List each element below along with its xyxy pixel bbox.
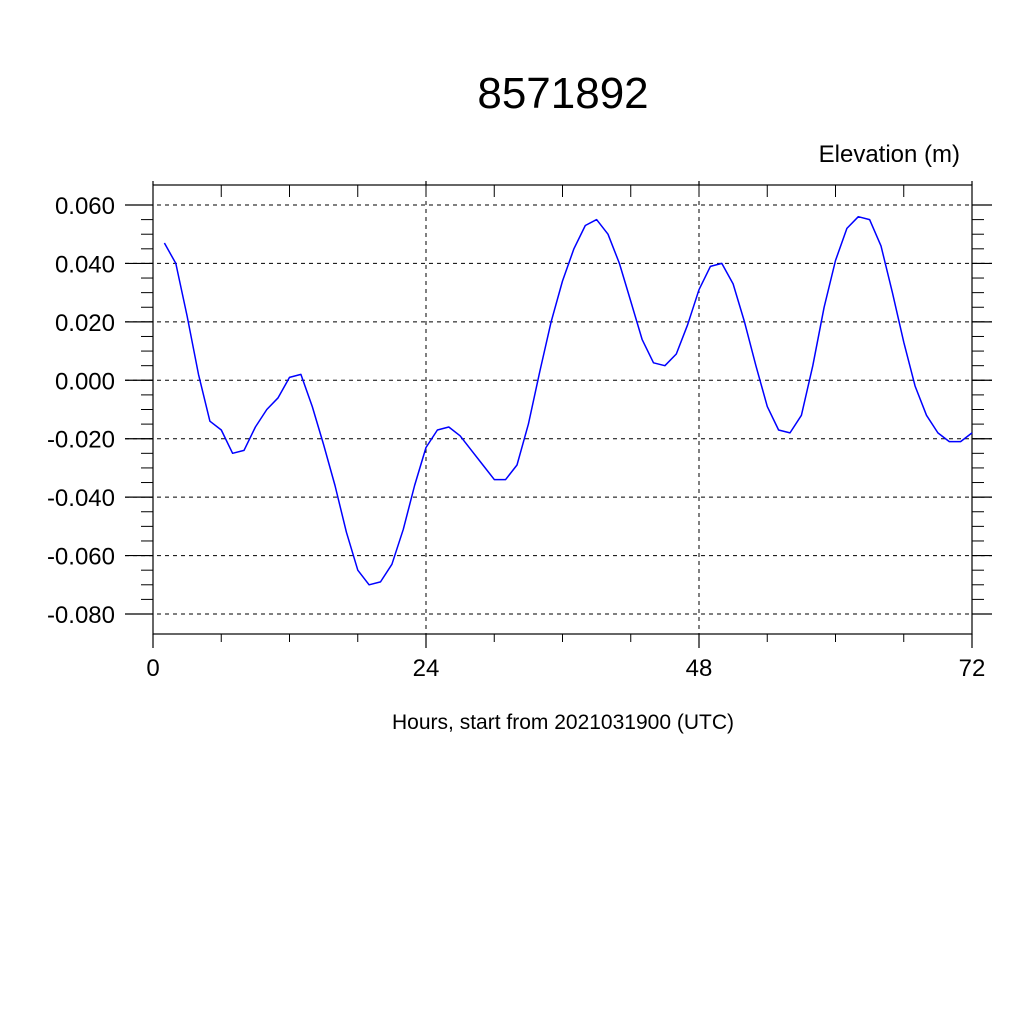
tick-marks xyxy=(125,181,992,648)
y-tick-label: 0.020 xyxy=(55,310,115,337)
elevation-series-line xyxy=(163,215,973,586)
plot-frame xyxy=(152,184,973,635)
y-tick-label: 0.060 xyxy=(55,193,115,220)
x-tick-label: 72 xyxy=(959,655,986,682)
y-tick-label: -0.060 xyxy=(47,544,115,571)
y-tick-label: 0.040 xyxy=(55,251,115,278)
x-tick-label: 0 xyxy=(146,655,159,682)
x-tick-labels: 0 24 48 72 xyxy=(146,655,985,682)
units-label: Elevation (m) xyxy=(819,141,960,168)
x-axis-label: Hours, start from 2021031900 (UTC) xyxy=(392,711,734,734)
grid-lines xyxy=(125,185,992,634)
x-tick-label: 24 xyxy=(413,655,440,682)
y-tick-labels: 0.060 0.040 0.020 0.000 -0.020 -0.040 -0.060 -0… xyxy=(47,193,115,629)
chart-title: 8571892 xyxy=(477,69,648,118)
y-tick-label: 0.000 xyxy=(55,368,115,395)
x-tick-label: 48 xyxy=(686,655,713,682)
y-tick-label: -0.020 xyxy=(47,427,115,454)
y-tick-label: -0.040 xyxy=(47,485,115,512)
y-tick-label: -0.080 xyxy=(47,602,115,629)
